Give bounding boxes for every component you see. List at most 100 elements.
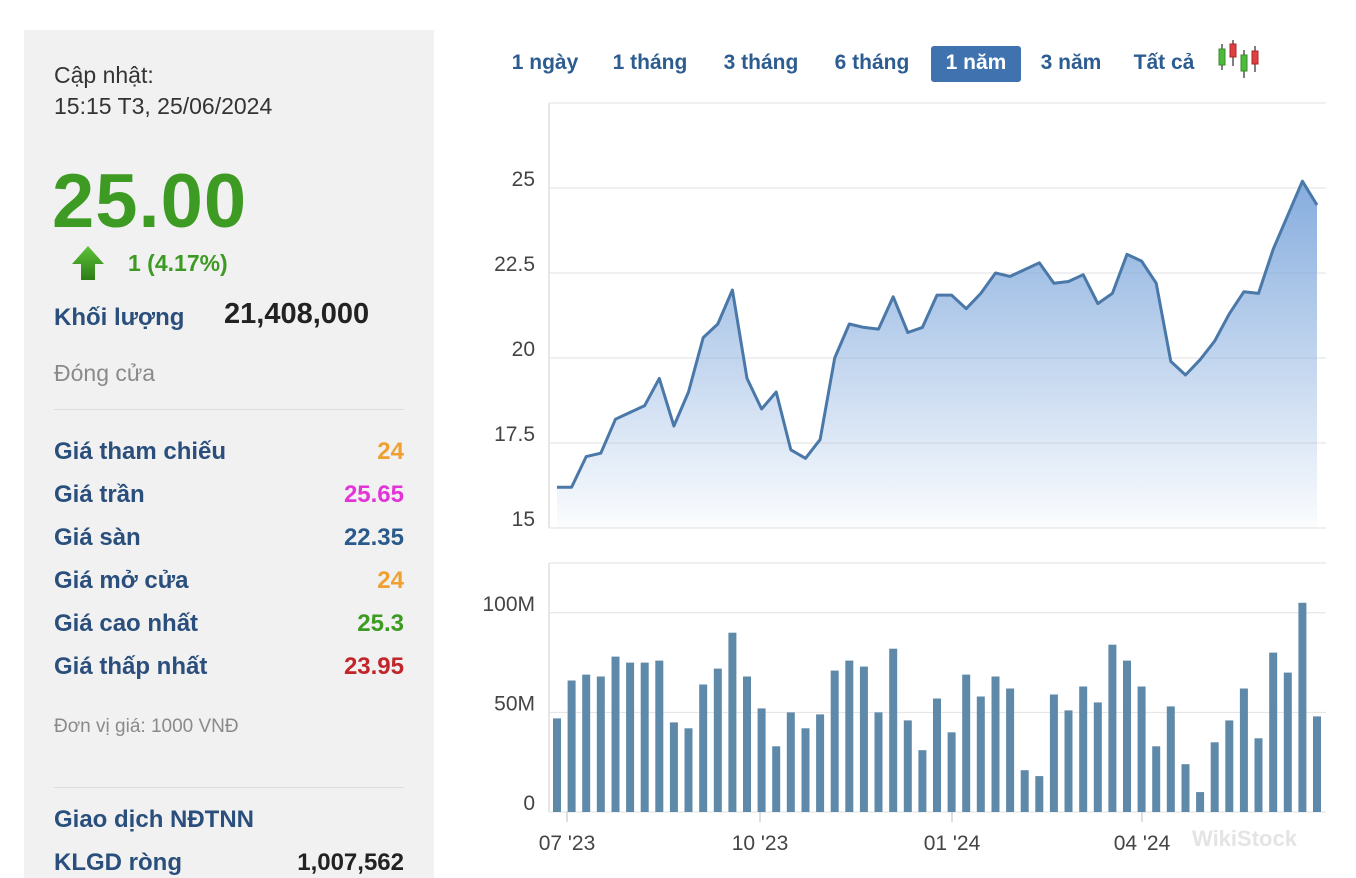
volume-bar — [655, 660, 664, 812]
volume-bar — [582, 674, 591, 812]
volume-bar — [1210, 742, 1219, 812]
price-row-label: Giá tham chiếu — [54, 438, 227, 465]
price-row-value: 23.95 — [343, 653, 404, 680]
volume-bar — [889, 648, 898, 812]
volume-label: Khối lượng — [54, 304, 185, 331]
volume-bar — [1108, 644, 1117, 812]
volume-bar — [947, 732, 956, 812]
volume-tick-label: 50M — [494, 692, 535, 715]
price-row-label: Giá cao nhất — [54, 610, 199, 637]
volume-bar — [553, 718, 561, 812]
volume-bar — [699, 684, 708, 812]
volume-bar — [1093, 702, 1102, 812]
volume-bar — [1123, 660, 1131, 812]
price-tick-label: 20 — [512, 338, 535, 361]
price-tick-label: 25 — [512, 168, 535, 191]
price-row-value: 24 — [377, 567, 404, 594]
arrow-up-icon — [72, 246, 104, 280]
volume-bar — [626, 662, 635, 812]
price-row-label: Giá thấp nhất — [54, 653, 208, 680]
x-tick-label: 04 '24 — [1114, 832, 1171, 855]
tab-range[interactable]: 3 tháng — [723, 51, 799, 74]
price-row-label: Giá sàn — [54, 524, 141, 551]
price-tick-label: 17.5 — [494, 423, 535, 446]
volume-bar — [640, 662, 649, 812]
volume-bar — [859, 666, 868, 812]
tab-range[interactable]: Tất cả — [1133, 51, 1195, 74]
tab-range[interactable]: 1 tháng — [612, 51, 688, 74]
price-change: 1 (4.17%) — [128, 250, 228, 276]
volume-bar — [991, 676, 1000, 812]
tab-range[interactable]: 1 năm — [931, 46, 1021, 82]
volume-bar — [786, 712, 795, 812]
market-status: Đóng cửa — [54, 360, 156, 386]
divider — [54, 409, 404, 410]
watermark: WikiStock — [1192, 826, 1297, 851]
volume-bar — [743, 676, 751, 812]
volume-bar — [772, 746, 781, 812]
volume-bar — [1313, 716, 1321, 812]
volume-bar — [1166, 706, 1175, 812]
current-price: 25.00 — [52, 159, 248, 244]
volume-bar — [1225, 720, 1234, 812]
volume-bar — [801, 728, 810, 812]
x-tick-label: 10 '23 — [732, 832, 789, 855]
volume-bar — [1239, 688, 1248, 812]
net-volume-value: 1,007,562 — [297, 849, 404, 876]
volume-bar — [1269, 652, 1278, 812]
volume-bar — [1181, 764, 1190, 812]
x-tick-label: 07 '23 — [539, 832, 596, 855]
volume-bar — [1049, 694, 1058, 812]
volume-bar — [1064, 710, 1073, 812]
volume-bar — [816, 714, 825, 812]
price-row-value: 25.65 — [343, 481, 404, 508]
volume-bar — [611, 656, 620, 812]
volume-bar — [830, 670, 839, 812]
volume-tick-label: 0 — [523, 792, 535, 815]
price-row-value: 22.35 — [343, 524, 404, 551]
volume-bar — [976, 696, 985, 812]
x-tick-label: 01 '24 — [924, 832, 981, 855]
volume-bar — [713, 668, 722, 812]
price-row-value: 24 — [377, 438, 404, 465]
volume-bar — [684, 728, 693, 812]
price-tick-label: 22.5 — [494, 253, 535, 276]
volume-bar — [1283, 672, 1292, 812]
net-volume-label: KLGD ròng — [54, 849, 182, 876]
volume-bar — [1196, 792, 1205, 812]
candlestick-icon[interactable] — [1216, 40, 1262, 80]
volume-bar — [1152, 746, 1161, 812]
tab-range[interactable]: 6 tháng — [834, 51, 910, 74]
quote-panel: Cập nhật: 15:15 T3, 25/06/2024 25.00 1 (… — [24, 30, 434, 878]
volume-bar — [962, 674, 971, 812]
update-time: 15:15 T3, 25/06/2024 — [54, 93, 273, 119]
tab-range[interactable]: 3 năm — [1040, 51, 1102, 74]
volume-bar — [933, 698, 941, 812]
volume-bar — [1079, 686, 1088, 812]
volume-bar — [845, 660, 854, 812]
volume-bar — [1035, 776, 1044, 812]
price-area-fill — [557, 181, 1317, 528]
tab-range[interactable]: 1 ngày — [511, 51, 579, 74]
price-row-label: Giá trần — [54, 481, 145, 508]
volume-bar — [903, 720, 912, 812]
volume-bar — [1137, 686, 1146, 812]
volume-bar — [918, 750, 927, 812]
price-line — [557, 179, 1319, 489]
volume-value: 21,408,000 — [224, 298, 370, 330]
divider — [54, 787, 404, 788]
volume-bar — [728, 632, 737, 812]
update-label: Cập nhật: — [54, 62, 154, 88]
foreign-trade-title: Giao dịch NĐTNN — [54, 806, 255, 833]
unit-note: Đơn vị giá: 1000 VNĐ — [54, 716, 239, 737]
volume-tick-label: 100M — [482, 593, 535, 616]
volume-bar — [1298, 602, 1307, 812]
volume-bar — [874, 712, 883, 812]
volume-bar — [757, 708, 766, 812]
price-tick-label: 15 — [512, 508, 535, 531]
volume-bar — [669, 722, 678, 812]
volume-bar — [1020, 770, 1029, 812]
volume-bar — [596, 676, 605, 812]
volume-bar — [567, 680, 576, 812]
